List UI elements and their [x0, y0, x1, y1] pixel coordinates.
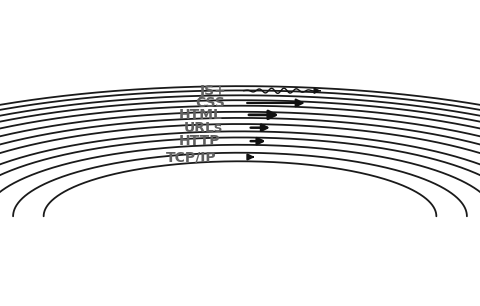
- Text: URLs: URLs: [183, 121, 223, 135]
- Text: CSS: CSS: [195, 96, 225, 110]
- Text: JS+: JS+: [200, 84, 227, 98]
- Text: HTTP: HTTP: [179, 134, 220, 148]
- Text: HTML: HTML: [179, 108, 223, 122]
- Text: TCP/IP: TCP/IP: [166, 150, 216, 164]
